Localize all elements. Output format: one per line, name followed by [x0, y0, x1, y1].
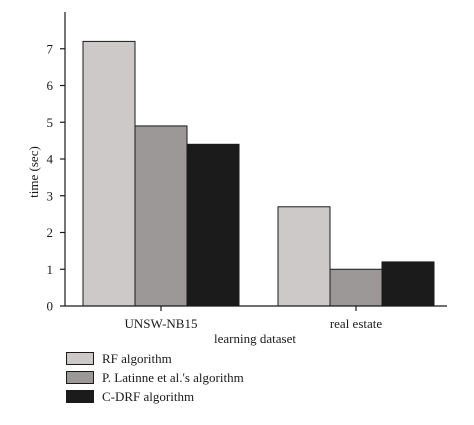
bars: [82, 40, 435, 307]
bar-1-1: [82, 40, 136, 307]
legend-item-rf: RF algorithm: [66, 349, 366, 368]
y-axis-label: time (sec): [26, 146, 41, 198]
legend-swatch-latinne: [66, 371, 94, 384]
bar-2-1: [134, 125, 188, 307]
bar-3-2: [381, 261, 435, 307]
y-tick-label: 6: [47, 78, 54, 93]
x-tick-label: UNSW-NB15: [125, 316, 198, 331]
legend-swatch-cdrf: [66, 390, 94, 403]
legend: RF algorithm P. Latinne et al.'s algorit…: [66, 349, 366, 406]
legend-label-latinne: P. Latinne et al.'s algorithm: [102, 369, 244, 385]
x-axis: UNSW-NB15 real estate: [65, 305, 447, 331]
y-tick-label: 1: [47, 262, 54, 277]
y-tick-label: 3: [47, 188, 54, 203]
legend-item-latinne: P. Latinne et al.'s algorithm: [66, 368, 366, 387]
bar-2-2: [329, 268, 383, 307]
y-tick-label: 2: [47, 225, 54, 240]
x-axis-label: learning dataset: [214, 331, 296, 346]
y-tick-label: 4: [47, 152, 54, 167]
y-axis: 0 1 2 3 4 5 6 7: [47, 12, 66, 314]
y-tick-label: 7: [47, 41, 54, 56]
legend-item-cdrf: C-DRF algorithm: [66, 387, 366, 406]
y-tick-label: 0: [47, 299, 54, 314]
bar-3-1: [186, 143, 240, 307]
legend-swatch-rf: [66, 352, 94, 365]
legend-label-rf: RF algorithm: [102, 350, 172, 366]
x-tick-label: real estate: [330, 316, 383, 331]
bar-1-2: [277, 206, 331, 307]
legend-label-cdrf: C-DRF algorithm: [102, 388, 195, 404]
y-tick-label: 5: [47, 115, 54, 130]
